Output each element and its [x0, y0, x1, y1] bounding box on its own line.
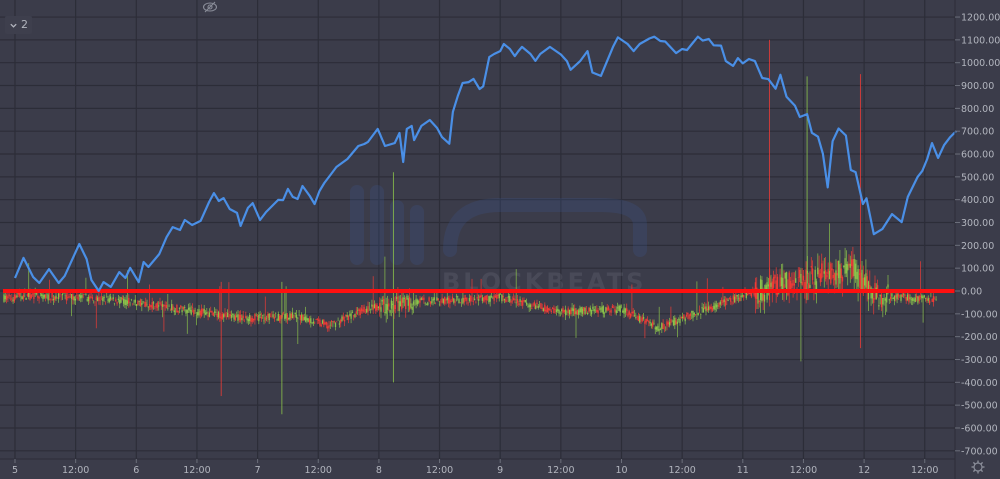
price-axis-label: 700.00: [961, 127, 994, 138]
price-axis-label: 900.00: [961, 81, 994, 92]
time-axis-label: 9: [497, 465, 503, 476]
time-axis-label: 12:00: [305, 465, 332, 476]
time-axis-label: 12:00: [790, 465, 817, 476]
time-axis-label: 7: [255, 465, 261, 476]
price-axis-label: -600.00: [961, 423, 998, 434]
price-axis-label: 800.00: [961, 104, 994, 115]
legend-collapse-button[interactable]: 2: [5, 16, 32, 34]
time-axis-label: 6: [133, 465, 139, 476]
time-axis-label: 12:00: [426, 465, 453, 476]
price-axis[interactable]: 1200.00 1100.00 1000.00 900.00 800.00 700.00 6…: [955, 13, 1000, 458]
price-axis-label: 600.00: [961, 150, 994, 161]
price-axis-label: -200.00: [961, 332, 998, 343]
price-axis-label: 400.00: [961, 195, 994, 206]
price-axis-label: -500.00: [961, 401, 998, 412]
time-axis-label: 5: [12, 465, 18, 476]
price-axis-label: 1200.00: [961, 13, 1000, 24]
time-axis-label: 12:00: [62, 465, 89, 476]
price-axis-label: 100.00: [961, 264, 994, 275]
time-axis-label: 8: [376, 465, 382, 476]
gear-icon[interactable]: [970, 459, 986, 475]
price-axis-label: -100.00: [961, 309, 998, 320]
price-axis-label: -400.00: [961, 378, 998, 389]
price-axis-label: 1100.00: [961, 35, 1000, 46]
time-axis-label: 12: [858, 465, 870, 476]
eye-off-icon[interactable]: [202, 1, 218, 13]
time-axis-label: 11: [737, 465, 749, 476]
time-axis-label: 12:00: [911, 465, 938, 476]
price-axis-label: 500.00: [961, 172, 994, 183]
gridlines: [0, 0, 955, 459]
price-axis-label: 300.00: [961, 218, 994, 229]
cumulative-line-series: [13, 35, 958, 293]
price-axis-label: 0.00: [961, 287, 982, 298]
time-axis-label: 12:00: [183, 465, 210, 476]
legend-series-count: 2: [21, 18, 28, 31]
price-axis-label: 1000.00: [961, 58, 1000, 69]
chevron-down-icon: [10, 23, 17, 28]
price-axis-label: -300.00: [961, 355, 998, 366]
time-axis[interactable]: 5 12:00 6 12:00 7 12:00 8 12:00 9 12:00 10 12:00 11 1…: [12, 459, 938, 476]
candlestick-series: [3, 39, 937, 415]
time-axis-label: 10: [615, 465, 627, 476]
price-axis-label: 200.00: [961, 241, 994, 252]
price-axis-label: -700.00: [961, 446, 998, 457]
time-axis-label: 12:00: [668, 465, 695, 476]
time-axis-label: 12:00: [547, 465, 574, 476]
